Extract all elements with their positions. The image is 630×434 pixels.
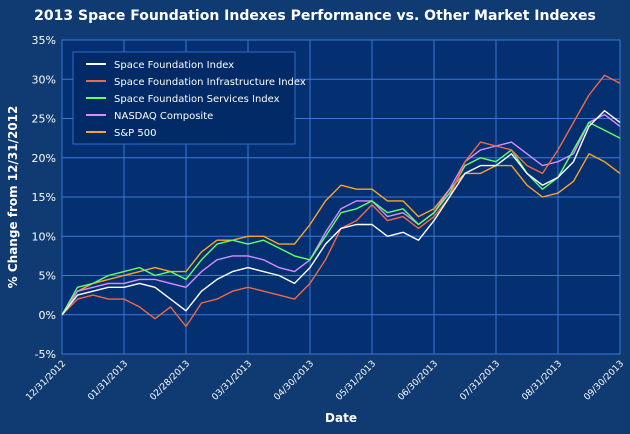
chart-title: 2013 Space Foundation Indexes Performanc…	[34, 8, 596, 24]
legend-label: Space Foundation Services Index	[114, 94, 280, 105]
y-tick-label: 15%	[32, 191, 56, 204]
y-tick-label: 30%	[32, 73, 56, 86]
y-tick-label: 10%	[32, 230, 56, 243]
y-tick-label: 0%	[39, 309, 56, 322]
series-line	[61, 153, 621, 316]
legend-box	[72, 51, 296, 145]
x-axis-label: Date	[325, 411, 357, 425]
series-line	[61, 109, 621, 316]
legend-label: S&P 500	[114, 128, 156, 139]
series-layer	[61, 74, 621, 328]
legend-label: Space Foundation Index	[114, 60, 234, 71]
series-line	[61, 113, 621, 316]
y-axis-label: % Change from 12/31/2012	[6, 106, 20, 289]
y-tick-label: 25%	[32, 113, 56, 126]
y-tick-label: 35%	[32, 34, 56, 47]
y-tick-label: 5%	[39, 270, 56, 283]
y-tick-label: 20%	[32, 152, 56, 165]
y-tick-label: -5%	[35, 348, 56, 361]
legend-label: NASDAQ Composite	[114, 111, 213, 122]
legend-label: Space Foundation Infrastructure Index	[114, 77, 306, 88]
legend: Space Foundation Index Space Foundation I…	[72, 51, 306, 145]
